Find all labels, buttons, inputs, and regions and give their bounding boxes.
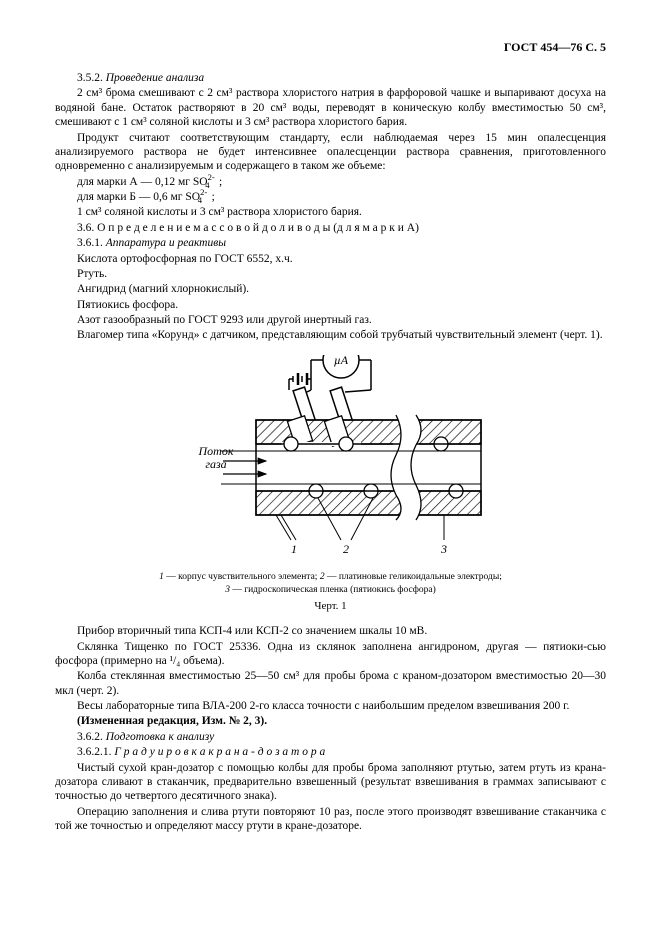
page: ГОСТ 454—76 С. 5 3.5.2. Проведение анали… [0, 0, 661, 936]
para: Весы лабораторные типа ВЛА-200 2-го клас… [55, 699, 606, 713]
meter-label: µA [333, 355, 348, 367]
figure-label: Черт. 1 [55, 600, 606, 614]
txt: для марки А — 0,12 мг SO [77, 176, 208, 188]
t: Подготовка к анализу [106, 731, 214, 743]
t: объема). [180, 655, 224, 667]
txt: ; [219, 176, 222, 188]
para: Колба стеклянная вместимостью 25—50 см³ … [55, 669, 606, 698]
t: Г р а д у и р о в к а к р а н а - д о з … [114, 746, 325, 758]
para: Азот газообразный по ГОСТ 9293 или друго… [55, 313, 606, 327]
para: Прибор вторичный типа КСП-4 или КСП-2 со… [55, 624, 606, 638]
figure-caption: 1 — корпус чувствительного элемента; 2 —… [55, 571, 606, 597]
para-3-5-2-title: 3.5.2. Проведение анализа [55, 71, 606, 85]
para-3-6: 3.6. О п р е д е л е н и е м а с с о в о… [55, 221, 606, 235]
para: Ангидрид (магний хлорнокислый). [55, 282, 606, 296]
leader-2: 2 [343, 542, 349, 556]
para: 2 см³ брома смешивают с 2 см³ раствора х… [55, 86, 606, 129]
para: Пятиокись фосфора. [55, 298, 606, 312]
flow-label-2: газа [205, 457, 226, 471]
leader-3: 3 [440, 542, 447, 556]
para-3-6-2: 3.6.2. Подготовка к анализу [55, 730, 606, 744]
txt: для марки Б — 0,6 мг SO [77, 191, 200, 203]
title: Проведение анализа [106, 72, 204, 84]
para-amend: (Измененная редакция, Изм. № 2, 3). [55, 714, 606, 728]
para-mark-a: для марки А — 0,12 мг SO2-4; [55, 175, 606, 189]
frac: ¹/₄ [170, 655, 181, 667]
t: Аппаратура и реактивы [106, 237, 226, 249]
para: Склянка Тищенко по ГОСТ 25336. Одна из с… [55, 640, 606, 669]
num: 3.5.2. [77, 72, 103, 84]
para-mark-b: для марки Б — 0,6 мг SO2-4; [55, 190, 606, 204]
para: Кислота ортофосфорная по ГОСТ 6552, х.ч. [55, 252, 606, 266]
para: Продукт считают соответствующим стандарт… [55, 131, 606, 174]
sub: 4 [198, 195, 202, 205]
para: Чистый сухой кран-дозатор с помощью колб… [55, 761, 606, 804]
figure-1: µA [55, 355, 606, 614]
page-header: ГОСТ 454—76 С. 5 [55, 40, 606, 55]
diagram-svg: µA [161, 355, 501, 565]
para: 1 см³ соляной кислоты и 3 см³ раствора х… [55, 205, 606, 219]
para-3-6-2-1: 3.6.2.1. Г р а д у и р о в к а к р а н а… [55, 745, 606, 759]
para: Ртуть. [55, 267, 606, 281]
flow-label-1: Поток [197, 444, 233, 458]
para: Влагомер типа «Корунд» с датчиком, предс… [55, 328, 606, 342]
leader-1: 1 [291, 542, 297, 556]
t: Склянка Тищенко по ГОСТ 25336. Одна из с… [55, 641, 606, 667]
txt: ; [212, 191, 215, 203]
para: Операцию заполнения и слива ртути повтор… [55, 805, 606, 834]
para-3-6-1: 3.6.1. Аппаратура и реактивы [55, 236, 606, 250]
